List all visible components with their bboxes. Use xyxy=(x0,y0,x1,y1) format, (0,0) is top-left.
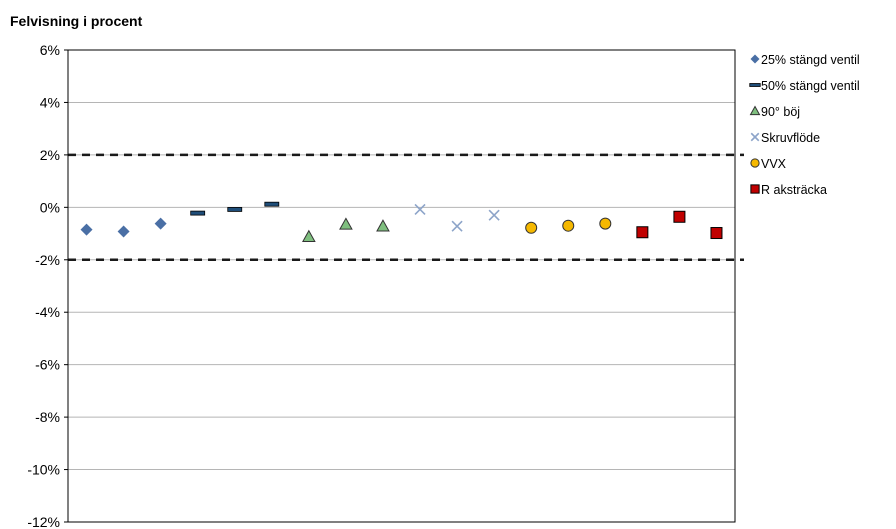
data-point xyxy=(190,210,206,216)
legend-marker xyxy=(750,184,760,194)
y-tick-label: -4% xyxy=(35,304,60,320)
data-point xyxy=(154,217,167,230)
y-tick-label: -8% xyxy=(35,409,60,425)
legend-item: 25% stängd ventil xyxy=(750,53,860,67)
reference-lines xyxy=(68,153,744,262)
legend-item: VVX xyxy=(750,157,787,171)
data-point xyxy=(80,223,93,236)
data-point xyxy=(488,209,500,221)
legend: 25% stängd ventil 50% stängd ventil 90° bö… xyxy=(749,53,860,197)
y-tick-label: -6% xyxy=(35,357,60,373)
data-point xyxy=(636,226,649,239)
data-point xyxy=(710,227,723,240)
plot-area xyxy=(67,49,736,523)
legend-item: Skruvflöde xyxy=(750,131,820,145)
data-point xyxy=(376,219,390,232)
data-points xyxy=(80,201,723,243)
legend-item: R aksträcka xyxy=(750,183,827,197)
data-point xyxy=(117,225,130,238)
data-point xyxy=(414,203,426,215)
data-point xyxy=(525,221,538,234)
legend-item: 50% stängd ventil xyxy=(749,79,860,93)
legend-item: 90° böj xyxy=(749,105,800,119)
legend-marker xyxy=(749,83,761,87)
y-tick-label: -12% xyxy=(27,514,60,529)
data-point xyxy=(227,207,243,212)
data-point xyxy=(451,220,463,232)
legend-label: 90° böj xyxy=(761,105,800,119)
legend-label: R aksträcka xyxy=(761,183,827,197)
chart-title: Felvisning i procent xyxy=(10,13,143,29)
legend-marker xyxy=(750,54,760,64)
y-tick-label: 6% xyxy=(40,42,60,58)
legend-label: 50% stängd ventil xyxy=(761,79,860,93)
legend-label: Skruvflöde xyxy=(761,131,820,145)
data-point xyxy=(562,219,575,232)
y-tick-label: -2% xyxy=(35,252,60,268)
data-point xyxy=(339,217,353,230)
y-tick-label: 2% xyxy=(40,147,60,163)
legend-marker xyxy=(750,158,760,168)
data-point xyxy=(302,229,316,243)
y-tick-label: -10% xyxy=(27,462,60,478)
legend-label: 25% stängd ventil xyxy=(761,53,860,67)
legend-label: VVX xyxy=(761,157,787,171)
legend-marker xyxy=(749,105,761,116)
y-axis-ticks: 6% 4% 2% 0% -2% -4% -6% -8% -10% -12% xyxy=(27,42,68,529)
gridlines xyxy=(68,101,735,471)
y-tick-label: 0% xyxy=(40,199,60,215)
data-point xyxy=(599,217,612,230)
y-tick-label: 4% xyxy=(40,94,60,110)
legend-marker xyxy=(750,132,760,142)
data-point xyxy=(264,201,280,207)
data-point xyxy=(673,210,686,223)
